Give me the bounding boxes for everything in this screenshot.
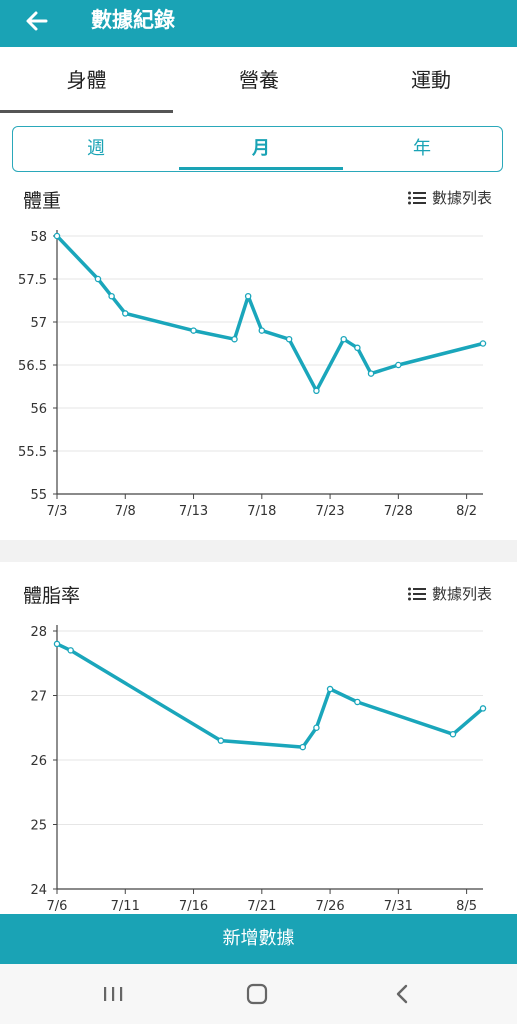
x-tick-label: 7/13	[179, 504, 208, 519]
x-tick-label: 7/16	[179, 899, 208, 914]
back-nav-icon[interactable]	[385, 978, 419, 1010]
tab-indicator	[0, 110, 173, 113]
data-point	[53, 640, 61, 648]
y-tick-label: 28	[30, 625, 47, 640]
list-icon	[408, 191, 426, 204]
data-point	[122, 310, 129, 317]
period-selector: 週 月 年	[12, 126, 503, 172]
x-tick-label: 8/2	[456, 504, 477, 519]
y-tick-label: 55	[30, 488, 47, 503]
weight-chart: 58 57.5 57 56.5 56 55.5 557/3 7/8 7/13 7/18 7/23 7/…	[18, 230, 487, 519]
body-fat-chart: 28 27 26 25 247/6 7/11 7/16 7/21 7/26 7/31 8/5	[30, 625, 487, 914]
category-tabs: 身體 營養 運動	[0, 47, 517, 113]
page-title: 數據紀錄	[91, 8, 175, 32]
body-fat-card	[0, 562, 517, 914]
y-tick-label: 57	[30, 316, 47, 331]
data-point	[108, 292, 115, 300]
tab-nutrition[interactable]: 營養	[239, 68, 279, 92]
data-point	[479, 705, 487, 712]
data-point	[53, 232, 61, 240]
data-point	[190, 327, 197, 334]
x-tick-label: 7/6	[47, 899, 68, 914]
data-point	[94, 275, 102, 283]
x-tick-label: 7/11	[111, 899, 140, 914]
data-point	[340, 335, 347, 343]
data-point	[285, 335, 293, 343]
data-point	[479, 340, 487, 347]
y-tick-label: 55.5	[18, 445, 47, 460]
weight-data-list-link[interactable]: 數據列表	[408, 187, 492, 208]
data-point	[367, 370, 375, 377]
recent-apps-icon[interactable]	[96, 978, 130, 1010]
data-point	[354, 698, 361, 706]
data-point	[258, 327, 266, 334]
list-icon	[408, 587, 426, 600]
data-point	[217, 737, 225, 744]
y-tick-label: 24	[30, 883, 47, 898]
data-point	[449, 730, 457, 738]
y-tick-label: 25	[30, 819, 47, 834]
period-year[interactable]: 年	[413, 138, 431, 159]
home-icon[interactable]	[240, 978, 274, 1010]
period-month[interactable]: 月	[252, 138, 270, 159]
tab-body[interactable]: 身體	[66, 68, 107, 92]
data-point	[326, 685, 334, 693]
x-tick-label: 7/18	[247, 504, 276, 519]
y-tick-label: 56	[30, 402, 47, 417]
y-tick-label: 27	[30, 690, 47, 705]
y-tick-label: 26	[30, 754, 47, 769]
y-tick-label: 57.5	[18, 273, 47, 288]
data-point	[313, 724, 320, 732]
y-tick-label: 58	[30, 230, 47, 245]
x-tick-label: 8/5	[456, 899, 477, 914]
series-line	[55, 234, 485, 393]
app-bar: 數據紀錄	[0, 0, 517, 47]
data-list-label: 數據列表	[432, 585, 493, 603]
x-tick-label: 7/28	[384, 504, 413, 519]
data-point	[354, 344, 361, 352]
x-tick-label: 7/3	[47, 504, 68, 519]
x-tick-label: 7/8	[115, 504, 136, 519]
data-point	[395, 361, 402, 369]
x-tick-label: 7/21	[247, 899, 276, 914]
system-nav-bar	[0, 964, 517, 1024]
data-point	[244, 292, 252, 300]
weight-chart-title: 體重	[23, 190, 62, 212]
data-point	[313, 387, 320, 395]
tab-exercise[interactable]: 運動	[411, 68, 451, 92]
add-data-button[interactable]: 新增數據	[0, 914, 517, 964]
y-tick-label: 56.5	[18, 359, 47, 374]
body-fat-data-list-link[interactable]: 數據列表	[408, 583, 492, 604]
x-tick-label: 7/26	[315, 899, 344, 914]
data-point	[299, 743, 307, 751]
body-fat-chart-title: 體脂率	[23, 585, 81, 607]
data-point	[231, 335, 238, 343]
x-tick-label: 7/31	[384, 899, 413, 914]
data-point	[67, 647, 74, 654]
period-indicator	[179, 167, 343, 170]
back-arrow-icon[interactable]	[22, 6, 52, 36]
period-week[interactable]: 週	[87, 138, 105, 159]
data-list-label: 數據列表	[432, 189, 493, 207]
x-tick-label: 7/23	[315, 504, 344, 519]
